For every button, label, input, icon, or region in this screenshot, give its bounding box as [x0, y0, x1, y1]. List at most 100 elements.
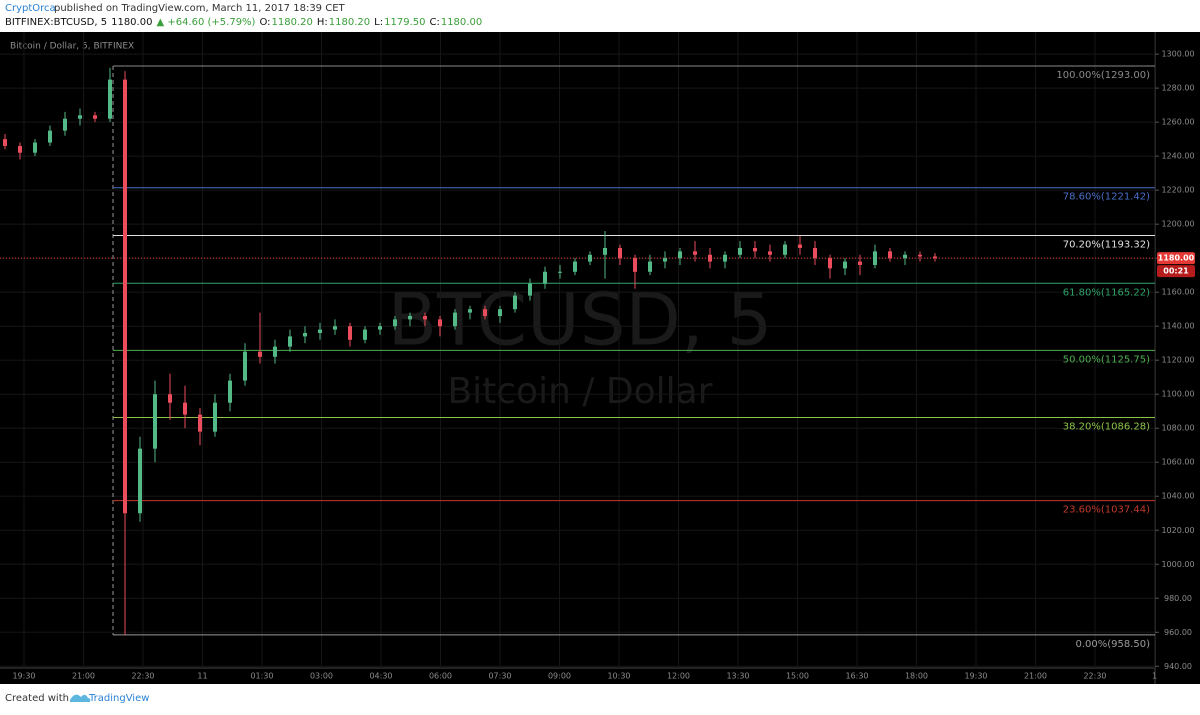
x-tick-label: 22:30	[131, 672, 154, 681]
candle-body	[363, 329, 367, 340]
y-tick-label: 1120.00	[1161, 356, 1194, 365]
candle-body	[483, 309, 487, 316]
candle-body	[183, 402, 187, 415]
candle-body	[288, 336, 292, 347]
candle-body	[903, 254, 907, 259]
candle-body	[558, 271, 562, 273]
y-tick-label: 940.00	[1164, 662, 1192, 671]
candle-body	[753, 247, 757, 252]
candle-body	[618, 247, 622, 259]
candle-body	[408, 315, 412, 320]
y-tick-label: 960.00	[1164, 628, 1192, 637]
y-tick-label: 1040.00	[1161, 492, 1194, 501]
candle-body	[768, 251, 772, 255]
y-tick-label: 1200.00	[1161, 220, 1194, 229]
candle-body	[273, 346, 277, 357]
candle-body	[18, 145, 22, 153]
chart-bg	[0, 32, 1200, 684]
x-tick-label: 21:00	[1024, 672, 1047, 681]
last-price: 1180.00	[111, 17, 152, 28]
candle-body	[858, 261, 862, 265]
fib-label: 38.20%(1086.28)	[1063, 422, 1150, 433]
symbol: BITFINEX:BTCUSD, 5	[5, 17, 107, 28]
ohlc-value: 1179.50	[384, 17, 425, 28]
fib-label: 23.60%(1037.44)	[1063, 505, 1150, 516]
candle-body	[108, 79, 112, 119]
x-tick-label: 13:30	[726, 672, 749, 681]
candle-body	[918, 254, 922, 257]
candle-body	[213, 402, 217, 432]
ohlc-value: 1180.00	[441, 17, 482, 28]
ohlc-key: O:	[259, 17, 270, 28]
x-tick-label: 09:00	[548, 672, 571, 681]
x-tick-label: 21:00	[72, 672, 95, 681]
candle-body	[708, 254, 712, 262]
fib-label: 50.00%(1125.75)	[1063, 354, 1150, 365]
ohlc-value: 1180.20	[272, 17, 313, 28]
candle-body	[888, 251, 892, 259]
candle-body	[153, 394, 157, 449]
header-line: BITFINEX:BTCUSD, 5 1180.00 ▲ +64.60 (+5.79…	[5, 17, 482, 28]
candle-body	[813, 247, 817, 259]
candle-body	[438, 319, 442, 327]
candle-body	[318, 329, 322, 333]
candle-body	[63, 118, 67, 131]
candle-body	[843, 261, 847, 269]
x-tick-label: 07:30	[488, 672, 511, 681]
candle-body	[348, 326, 352, 340]
candle-body	[93, 115, 97, 119]
last-price-label: 1180.00	[1158, 254, 1195, 263]
footer-brand[interactable]: TradingView	[88, 693, 149, 704]
candle-body	[333, 326, 337, 330]
ohlc-key: L:	[374, 17, 383, 28]
y-tick-label: 1000.00	[1161, 560, 1194, 569]
y-tick-label: 1060.00	[1161, 458, 1194, 467]
x-tick-label: 10:30	[607, 672, 630, 681]
candle-body	[3, 139, 7, 146]
x-tick-label: 1	[1152, 672, 1157, 681]
candle-body	[693, 251, 697, 255]
candle-body	[633, 258, 637, 272]
candle-body	[78, 115, 82, 119]
candle-body	[738, 247, 742, 255]
watermark: BTCUSD, 5	[388, 278, 773, 362]
candle-body	[303, 332, 307, 337]
fib-label: 70.20%(1193.32)	[1063, 240, 1150, 251]
y-tick-label: 1160.00	[1161, 288, 1194, 297]
candle-body	[168, 394, 172, 403]
candle-body	[513, 295, 517, 310]
change: ▲ +64.60 (+5.79%)	[156, 17, 255, 28]
x-tick-label: 19:30	[964, 672, 987, 681]
x-tick-label: 22:30	[1083, 672, 1106, 681]
candle-body	[678, 251, 682, 259]
candle-body	[663, 258, 667, 262]
y-tick-label: 1220.00	[1161, 186, 1194, 195]
publisher[interactable]: CryptOrca	[5, 3, 56, 14]
last-price-box	[1157, 252, 1195, 265]
x-tick-label: 15:00	[786, 672, 809, 681]
chart-title: Bitcoin / Dollar, 5, BITFINEX	[10, 42, 134, 52]
candle-body	[393, 319, 397, 327]
y-tick-label: 1300.00	[1161, 50, 1194, 59]
candle-body	[378, 326, 382, 330]
candle-body	[723, 254, 727, 262]
candle-body	[138, 448, 142, 514]
x-tick-label: 01:30	[250, 672, 273, 681]
candle-body	[198, 414, 202, 432]
candle-body	[783, 244, 787, 255]
fib-label: 0.00%(958.50)	[1075, 639, 1150, 650]
y-tick-label: 1100.00	[1161, 390, 1194, 399]
x-tick-label: 12:00	[667, 672, 690, 681]
footer-created: Created with	[5, 693, 69, 704]
candle-body	[468, 309, 472, 313]
candle-body	[453, 312, 457, 327]
candle-body	[603, 247, 607, 255]
ohlc-key: C:	[429, 17, 439, 28]
ohlc-key: H:	[317, 17, 328, 28]
fib-label: 78.60%(1221.42)	[1063, 192, 1150, 203]
x-tick-label: 04:30	[369, 672, 392, 681]
candle-body	[933, 256, 937, 259]
candle-body	[528, 283, 532, 296]
grid	[0, 32, 1155, 668]
candle-body	[243, 351, 247, 381]
